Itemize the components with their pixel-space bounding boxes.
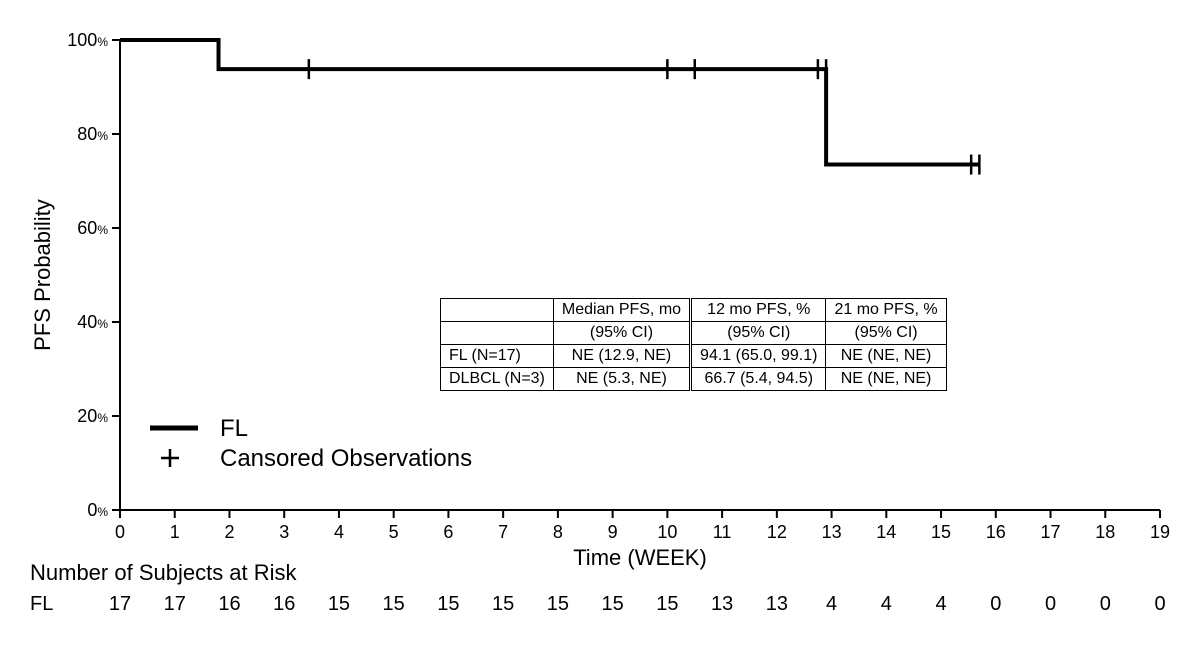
risk-value: 4 <box>935 593 946 615</box>
inset-stats-table: Median PFS, mo12 mo PFS, %21 mo PFS, %(9… <box>440 298 947 391</box>
inset-table-cell <box>441 322 554 345</box>
inset-table-cell: DLBCL (N=3) <box>441 368 554 391</box>
risk-value: 15 <box>492 593 514 615</box>
x-tick-label: 19 <box>1150 522 1170 542</box>
y-tick-label: 100% <box>67 30 108 50</box>
x-tick-label: 16 <box>986 522 1006 542</box>
km-svg: 0%20%40%60%80%100%PFS Probability0123456… <box>20 20 1180 627</box>
inset-table-cell: 94.1 (65.0, 99.1) <box>691 345 826 368</box>
x-tick-label: 7 <box>498 522 508 542</box>
risk-value: 15 <box>547 593 569 615</box>
km-chart-container: 0%20%40%60%80%100%PFS Probability0123456… <box>20 20 1180 627</box>
x-tick-label: 6 <box>443 522 453 542</box>
risk-value: 16 <box>218 593 240 615</box>
legend-censor-label: Cansored Observations <box>220 445 472 472</box>
risk-value: 15 <box>602 593 624 615</box>
y-tick-label: 60% <box>77 218 108 238</box>
x-tick-label: 3 <box>279 522 289 542</box>
x-tick-label: 9 <box>608 522 618 542</box>
y-tick-label: 0% <box>87 500 108 520</box>
risk-value: 16 <box>273 593 295 615</box>
inset-table-cell: FL (N=17) <box>441 345 554 368</box>
x-tick-label: 17 <box>1041 522 1061 542</box>
risk-value: 15 <box>328 593 350 615</box>
risk-value: 0 <box>1154 593 1165 615</box>
x-tick-label: 14 <box>876 522 896 542</box>
x-axis-label: Time (WEEK) <box>573 545 707 570</box>
x-tick-label: 0 <box>115 522 125 542</box>
risk-value: 0 <box>990 593 1001 615</box>
risk-table-title: Number of Subjects at Risk <box>30 560 298 585</box>
y-tick-label: 20% <box>77 406 108 426</box>
inset-table-cell: NE (NE, NE) <box>826 368 946 391</box>
x-tick-label: 8 <box>553 522 563 542</box>
inset-table-cell: NE (NE, NE) <box>826 345 946 368</box>
risk-row-label: FL <box>30 593 53 615</box>
risk-value: 4 <box>881 593 892 615</box>
risk-value: 4 <box>826 593 837 615</box>
inset-table-cell: NE (12.9, NE) <box>553 345 690 368</box>
y-tick-label: 40% <box>77 312 108 332</box>
km-line-fl <box>120 40 979 165</box>
y-tick-label: 80% <box>77 124 108 144</box>
x-tick-label: 1 <box>170 522 180 542</box>
x-tick-label: 12 <box>767 522 787 542</box>
inset-table-container: Median PFS, mo12 mo PFS, %21 mo PFS, %(9… <box>440 298 1140 458</box>
inset-table-cell: 12 mo PFS, % <box>691 299 826 322</box>
inset-table-cell: (95% CI) <box>826 322 946 345</box>
y-axis-label: PFS Probability <box>30 199 55 351</box>
risk-value: 0 <box>1045 593 1056 615</box>
x-tick-label: 11 <box>713 522 732 542</box>
inset-table-cell: NE (5.3, NE) <box>553 368 690 391</box>
inset-table-cell: (95% CI) <box>691 322 826 345</box>
risk-value: 0 <box>1100 593 1111 615</box>
x-tick-label: 5 <box>389 522 399 542</box>
inset-table-cell: 21 mo PFS, % <box>826 299 946 322</box>
x-tick-label: 4 <box>334 522 344 542</box>
risk-value: 17 <box>164 593 186 615</box>
x-tick-label: 10 <box>657 522 677 542</box>
legend-line-label: FL <box>220 415 248 442</box>
risk-value: 15 <box>437 593 459 615</box>
risk-value: 15 <box>383 593 405 615</box>
x-tick-label: 2 <box>224 522 234 542</box>
x-tick-label: 13 <box>822 522 842 542</box>
risk-value: 15 <box>656 593 678 615</box>
inset-table-cell: (95% CI) <box>553 322 690 345</box>
risk-value: 17 <box>109 593 131 615</box>
inset-table-cell: Median PFS, mo <box>553 299 690 322</box>
x-tick-label: 18 <box>1095 522 1115 542</box>
inset-table-cell <box>441 299 554 322</box>
risk-value: 13 <box>711 593 733 615</box>
x-tick-label: 15 <box>931 522 951 542</box>
risk-value: 13 <box>766 593 788 615</box>
inset-table-cell: 66.7 (5.4, 94.5) <box>691 368 826 391</box>
